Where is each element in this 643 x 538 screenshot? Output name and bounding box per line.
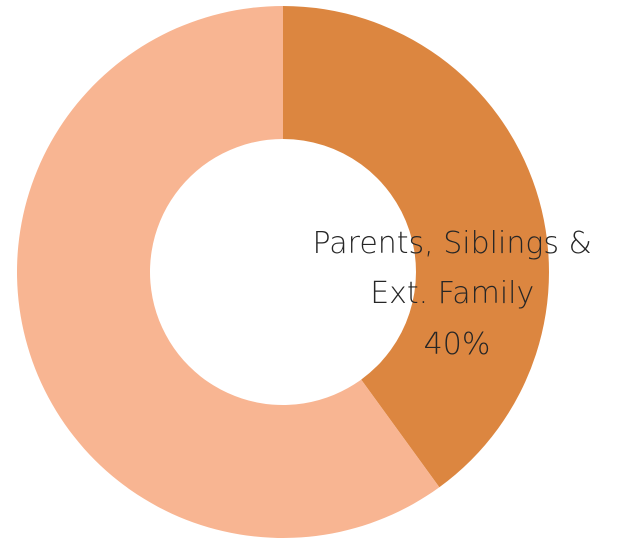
labels-group: Parents, Siblings & Ext. Family 40% <box>313 226 602 362</box>
slice-label: Parents, Siblings & Ext. Family 40% <box>313 226 602 362</box>
donut-slice-1 <box>283 6 549 488</box>
donut-slice-2 <box>16 6 440 538</box>
slice-label-line-3: 40% <box>424 327 491 362</box>
slice-label-line-1: Parents, Siblings & <box>313 226 592 261</box>
slice-label-line-2: Ext. Family <box>370 276 534 311</box>
slices-group <box>16 6 549 538</box>
